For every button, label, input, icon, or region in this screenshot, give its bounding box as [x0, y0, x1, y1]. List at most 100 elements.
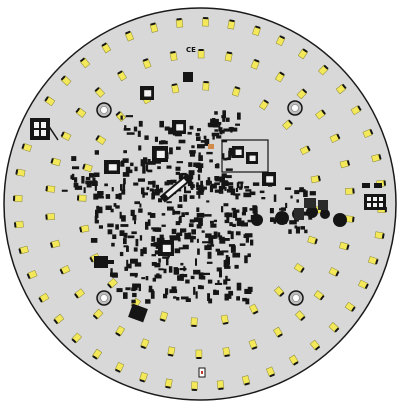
- smd-component: [197, 170, 201, 173]
- smd-component: [225, 286, 231, 290]
- smd-component: [207, 251, 212, 259]
- smd-component: [214, 111, 218, 115]
- smd-component: [261, 197, 266, 200]
- smd-component: [148, 285, 153, 290]
- smd-component: [225, 168, 233, 171]
- smd-component: [216, 267, 222, 272]
- smd-component: [240, 183, 243, 189]
- copper-pad: [208, 144, 214, 149]
- smd-component: [166, 201, 172, 204]
- smd-component: [212, 135, 215, 140]
- smd-component: [132, 283, 140, 288]
- smd-component: [226, 189, 232, 193]
- smd-component: [208, 122, 214, 128]
- smd-component: [123, 238, 127, 245]
- smd-component: [152, 277, 156, 282]
- smd-component: [159, 187, 163, 193]
- smd-component: [134, 220, 136, 225]
- led: [299, 145, 311, 156]
- smd-component: [195, 291, 198, 299]
- smd-component: [113, 203, 117, 207]
- smd-component: [209, 159, 213, 163]
- led: [175, 17, 184, 28]
- led: [115, 325, 126, 337]
- led: [45, 185, 56, 193]
- smd-component: [204, 186, 207, 190]
- smd-component: [140, 248, 144, 257]
- smd-component: [134, 166, 138, 172]
- smd-component: [94, 184, 97, 191]
- smd-component: [232, 127, 238, 132]
- smd-component: [144, 162, 150, 165]
- smd-component: [142, 192, 145, 198]
- led: [344, 215, 355, 223]
- smd-component: [74, 177, 78, 183]
- smd-component: [197, 285, 202, 289]
- led: [293, 262, 305, 274]
- smd-component: [147, 169, 153, 173]
- led: [202, 17, 209, 27]
- smd-component: [71, 173, 75, 180]
- smd-component: [125, 287, 131, 291]
- smd-component: [198, 155, 203, 161]
- smd-component: [133, 182, 139, 186]
- smd-component: [193, 217, 199, 223]
- smd-component: [156, 273, 160, 277]
- led: [282, 119, 293, 131]
- smd-component: [127, 235, 135, 239]
- smd-component: [167, 206, 174, 211]
- smd-component: [123, 178, 126, 185]
- led: [50, 157, 61, 167]
- smd-component: [213, 124, 219, 128]
- smd-component: [187, 180, 193, 187]
- smd-component: [212, 121, 216, 126]
- led: [82, 163, 93, 173]
- smd-component: [94, 150, 99, 155]
- smd-component: [141, 187, 145, 195]
- smd-component: [119, 251, 124, 257]
- smd-component: [181, 296, 189, 300]
- smd-component: [163, 268, 167, 274]
- smd-component: [210, 223, 217, 228]
- smd-component: [299, 189, 306, 193]
- smd-component: [131, 287, 136, 292]
- smd-component: [188, 223, 194, 228]
- smd-component: [193, 162, 201, 167]
- smd-component: [153, 242, 160, 247]
- smd-component: [187, 232, 191, 238]
- smd-component: [185, 279, 190, 284]
- smd-component: [245, 298, 250, 305]
- smd-component: [131, 299, 136, 304]
- smd-component: [188, 162, 193, 167]
- smd-component: [227, 278, 231, 281]
- smd-component: [179, 215, 182, 223]
- led: [248, 339, 258, 350]
- smd-component: [115, 224, 119, 230]
- smd-component: [185, 212, 189, 216]
- smd-component: [244, 255, 248, 264]
- smd-component: [204, 138, 210, 146]
- smd-component: [169, 235, 178, 241]
- smd-component: [138, 283, 141, 292]
- smd-component: [173, 296, 177, 299]
- smd-component: [206, 151, 213, 155]
- led: [220, 314, 229, 325]
- smd-component: [230, 126, 233, 133]
- smd-component: [175, 133, 182, 137]
- smd-component: [141, 277, 146, 280]
- smd-component: [228, 244, 235, 247]
- smd-component: [181, 212, 185, 217]
- smd-component: [273, 218, 277, 224]
- smd-component: [150, 243, 155, 247]
- smd-component: [158, 258, 161, 263]
- smd-component: [96, 193, 103, 199]
- smd-component: [300, 226, 305, 230]
- smd-component: [85, 180, 93, 185]
- smd-component: [169, 127, 175, 132]
- smd-component: [92, 180, 97, 185]
- smd-component: [270, 217, 275, 222]
- smd-component: [152, 180, 156, 188]
- led: [296, 88, 308, 100]
- transistor: [128, 303, 148, 323]
- smd-component: [302, 211, 309, 216]
